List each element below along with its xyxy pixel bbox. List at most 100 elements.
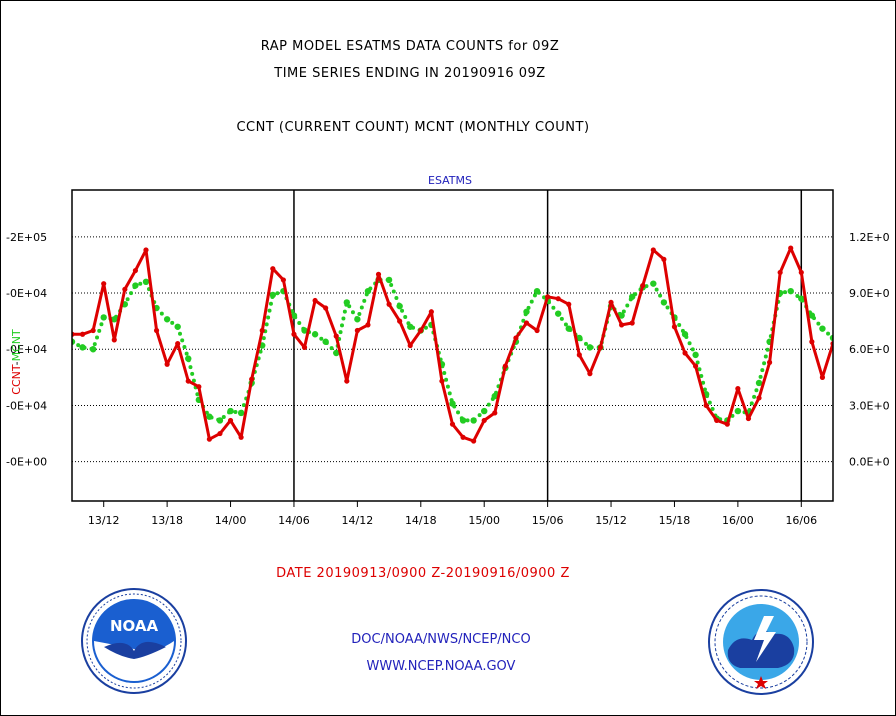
data-point-ccnt [111, 337, 117, 343]
y-tick-label-right: 1.2E+0 [849, 231, 890, 244]
data-point-ccnt [291, 331, 297, 337]
data-point-mcnt [650, 280, 657, 287]
x-tick-label: 14/06 [278, 514, 310, 527]
data-point-ccnt [132, 267, 139, 274]
data-point-mcnt [290, 312, 298, 319]
y-tick-label-left: -2E+05 [6, 231, 47, 244]
data-point-mcnt [343, 299, 351, 306]
chart-title-line-3: CCNT (CURRENT COUNT) MCNT (MONTHLY COUNT… [236, 120, 590, 135]
data-point-ccnt [259, 327, 265, 334]
data-point-ccnt [238, 434, 244, 440]
data-point-ccnt [185, 378, 191, 384]
noaa-logo-icon: NOAA [81, 588, 187, 694]
data-point-ccnt [333, 333, 339, 339]
data-point-ccnt [513, 335, 519, 341]
data-point-mcnt [407, 323, 414, 330]
y-tick-label-left: -0E+00 [6, 456, 47, 469]
x-tick-label: 15/12 [595, 514, 627, 527]
data-point-mcnt [72, 338, 76, 345]
data-point-ccnt [270, 266, 276, 272]
data-point-mcnt [628, 293, 636, 300]
chart-title-line-1: RAP MODEL ESATMS DATA COUNTS for 09Z [260, 39, 560, 54]
data-point-ccnt [777, 269, 783, 276]
data-point-mcnt [554, 310, 562, 317]
data-point-ccnt [703, 402, 709, 409]
data-point-mcnt [174, 323, 181, 330]
data-point-ccnt [619, 322, 625, 328]
data-point-ccnt [523, 320, 530, 326]
data-point-mcnt [216, 417, 224, 424]
x-tick-label: 15/18 [659, 514, 691, 527]
data-point-ccnt [555, 296, 561, 302]
credit-line-1: DOC/NOAA/NWS/NCEP/NCO [351, 632, 531, 647]
data-point-ccnt [809, 339, 815, 345]
y-tick-label-right: 3.0E+0 [849, 399, 890, 412]
data-point-ccnt [502, 363, 508, 369]
data-point-ccnt [682, 350, 688, 356]
x-tick-label: 15/00 [468, 514, 500, 527]
data-point-mcnt [470, 417, 477, 424]
y-tick-label-left: -0E+04 [6, 399, 47, 412]
data-point-ccnt [534, 327, 540, 334]
x-tick-label: 14/12 [342, 514, 374, 527]
data-point-mcnt [185, 355, 192, 362]
x-tick-label: 13/12 [88, 514, 120, 527]
data-point-mcnt [576, 334, 583, 342]
data-point-ccnt [756, 395, 762, 401]
data-point-ccnt [692, 363, 699, 369]
data-point-ccnt [312, 297, 318, 304]
data-point-ccnt [397, 318, 403, 324]
data-point-ccnt [735, 385, 741, 392]
data-point-mcnt [481, 407, 488, 415]
data-point-ccnt [449, 421, 456, 427]
ylabel-part-ccnt: CCNT [10, 364, 23, 395]
data-point-ccnt [576, 352, 582, 358]
plot-subtitle: ESATMS [428, 174, 472, 187]
data-point-ccnt [354, 327, 360, 334]
data-point-mcnt [396, 302, 403, 310]
x-tick-label: 15/06 [532, 514, 564, 527]
data-point-ccnt [365, 322, 371, 328]
chart-title-line-2: TIME SERIES ENDING IN 20190916 09Z [274, 66, 546, 81]
data-point-ccnt [206, 436, 213, 442]
data-point-ccnt [819, 374, 826, 380]
data-point-ccnt [301, 344, 308, 350]
data-point-mcnt [333, 349, 340, 357]
data-point-ccnt [196, 384, 202, 390]
national-weather-service-logo-icon [708, 589, 814, 695]
data-point-mcnt [227, 407, 234, 415]
data-point-mcnt [142, 278, 150, 286]
date-range-label: DATE 20190913/0900 Z-20190916/0900 Z [276, 566, 570, 581]
data-point-mcnt [618, 312, 625, 319]
data-point-ccnt [640, 282, 646, 289]
y-tick-label-right: 6.0E+0 [849, 343, 890, 356]
series-line-mcnt [72, 277, 833, 423]
data-point-mcnt [565, 325, 572, 332]
data-point-ccnt [597, 344, 604, 350]
credit-line-2: WWW.NCEP.NOAA.GOV [366, 659, 516, 674]
ylabel-part-mcnt: MCNT [10, 329, 23, 361]
data-point-ccnt [79, 331, 86, 337]
data-point-ccnt [90, 327, 96, 334]
data-point-ccnt [122, 286, 128, 292]
data-point-mcnt [111, 316, 118, 323]
data-point-mcnt [586, 344, 594, 351]
data-point-ccnt [101, 281, 107, 287]
data-point-ccnt [375, 271, 382, 277]
data-point-mcnt [734, 407, 742, 415]
data-point-ccnt [650, 247, 656, 253]
data-point-mcnt [660, 299, 668, 306]
data-point-mcnt [787, 287, 794, 295]
series-layer [72, 245, 833, 444]
data-point-ccnt [788, 245, 794, 251]
y-tick-label-right: 9.0E+0 [849, 287, 890, 300]
data-point-mcnt [829, 334, 833, 342]
grid-layer [72, 190, 833, 501]
data-point-mcnt [301, 327, 308, 334]
data-point-mcnt [364, 287, 372, 295]
data-point-ccnt [492, 410, 498, 416]
data-point-ccnt [153, 327, 160, 334]
data-point-ccnt [428, 309, 434, 315]
data-point-mcnt [100, 314, 107, 321]
data-point-ccnt [545, 294, 551, 300]
